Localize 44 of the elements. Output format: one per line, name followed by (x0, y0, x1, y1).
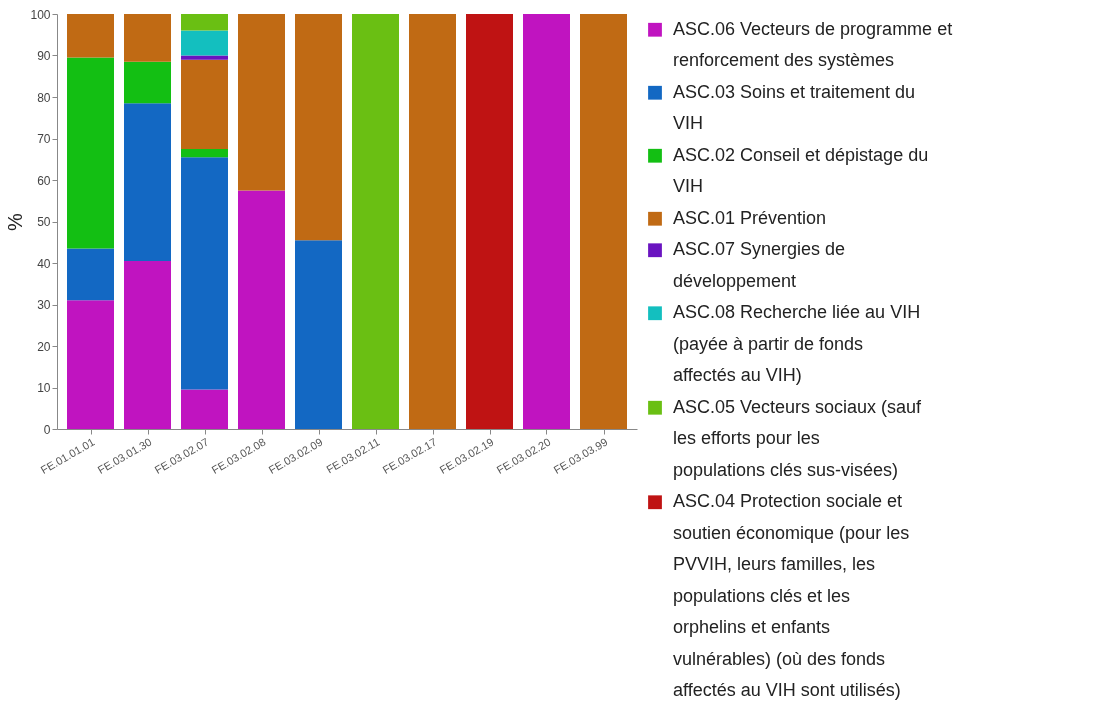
bar (67, 14, 114, 58)
y-tick-label: 70 (37, 132, 51, 146)
y-tick-label: 40 (37, 256, 51, 271)
bar (181, 59, 228, 149)
y-tick-label: 100 (30, 7, 51, 22)
legend-label: ASC.06 Vecteurs de programme et renforcement des systèmes (673, 18, 953, 71)
bar (67, 248, 114, 301)
y-tick-label: 0 (43, 422, 51, 437)
y-tick-label: 80 (37, 90, 51, 105)
y-axis-title: % (4, 212, 27, 231)
legend-label: ASC.02 Conseil et dépistage du VIH (673, 144, 929, 197)
bar (352, 14, 399, 429)
y-tick-label: 50 (37, 215, 51, 229)
bar (466, 14, 513, 429)
bar (523, 14, 570, 429)
bar (238, 190, 285, 429)
bar (181, 157, 228, 390)
y-tick-label: 30 (37, 298, 51, 312)
legend-label: ASC.01 Prévention (673, 207, 827, 228)
y-tick-label: 90 (37, 49, 51, 63)
bar (124, 61, 171, 104)
legend-label: ASC.08 Recherche liée au VIH (payée à partir de fonds affectés au VIH) (673, 302, 921, 386)
legend-label: ASC.04 Protection sociale et soutien économique (pour les PVVIH, leurs familles, les populations clés et les orphelins et enfants vulnérables) (où des fonds affectés au VIH sont utilisés) (673, 491, 910, 701)
bar (124, 103, 171, 261)
bar (124, 260, 171, 429)
legend-label: ASC.07 Synergies de développement (673, 239, 846, 291)
y-tick-label: 60 (37, 173, 51, 188)
bar (67, 300, 114, 429)
bar (409, 14, 456, 429)
bar (124, 14, 171, 62)
bar (181, 55, 228, 60)
bar (181, 148, 228, 158)
legend-label: ASC.05 Vecteurs sociaux (sauf les efforts pour les populations clés sus-visées) (673, 396, 923, 480)
y-tick-label: 10 (37, 381, 51, 395)
bar (295, 240, 342, 429)
legend-label: ASC.03 Soins et traitement du VIH (673, 81, 916, 134)
bar (181, 14, 228, 31)
bar (181, 30, 228, 56)
bar (67, 57, 114, 249)
bar (295, 14, 342, 241)
y-tick-label: 20 (37, 339, 51, 354)
bar (238, 14, 285, 191)
bar (181, 389, 228, 429)
bar (580, 14, 627, 429)
